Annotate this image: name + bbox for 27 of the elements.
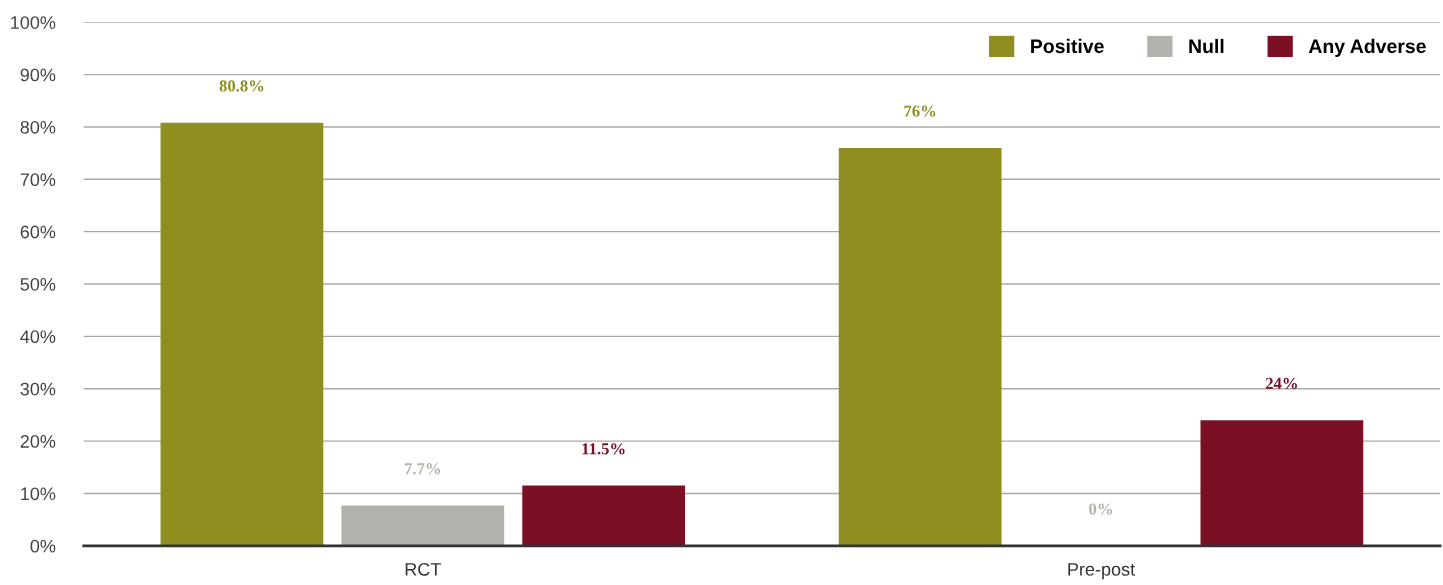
- data-label: 7.7%: [405, 463, 440, 475]
- x-tick-label: RCT: [405, 562, 441, 576]
- bar: [522, 485, 686, 546]
- data-label: 24%: [1265, 377, 1297, 390]
- bar: [160, 122, 324, 546]
- bar: [341, 505, 505, 546]
- y-tick-label: 70%: [20, 173, 56, 187]
- data-label: 11.5%: [582, 443, 625, 455]
- y-tick-label: 20%: [20, 435, 56, 448]
- y-tick-label: 100%: [11, 16, 56, 29]
- data-label: 80.8%: [219, 80, 264, 92]
- bar: [1200, 420, 1364, 546]
- legend-label: Null: [1189, 38, 1224, 54]
- legend-label: Any Adverse: [1308, 38, 1426, 57]
- bar: [838, 147, 1002, 546]
- y-tick-label: 0%: [30, 539, 56, 553]
- y-tick-label: 90%: [20, 68, 56, 82]
- x-tick-label: Pre-post: [1068, 563, 1135, 580]
- data-label: 0%: [1089, 503, 1112, 515]
- y-tick-label: 50%: [20, 277, 56, 291]
- y-tick-label: 80%: [20, 120, 56, 134]
- y-tick-label: 40%: [20, 330, 56, 344]
- data-label: 76%: [904, 105, 936, 117]
- legend-label: Positive: [1031, 38, 1104, 54]
- y-tick-label: 10%: [21, 487, 56, 501]
- y-tick-label: 60%: [20, 225, 56, 239]
- y-tick-label: 30%: [20, 382, 56, 396]
